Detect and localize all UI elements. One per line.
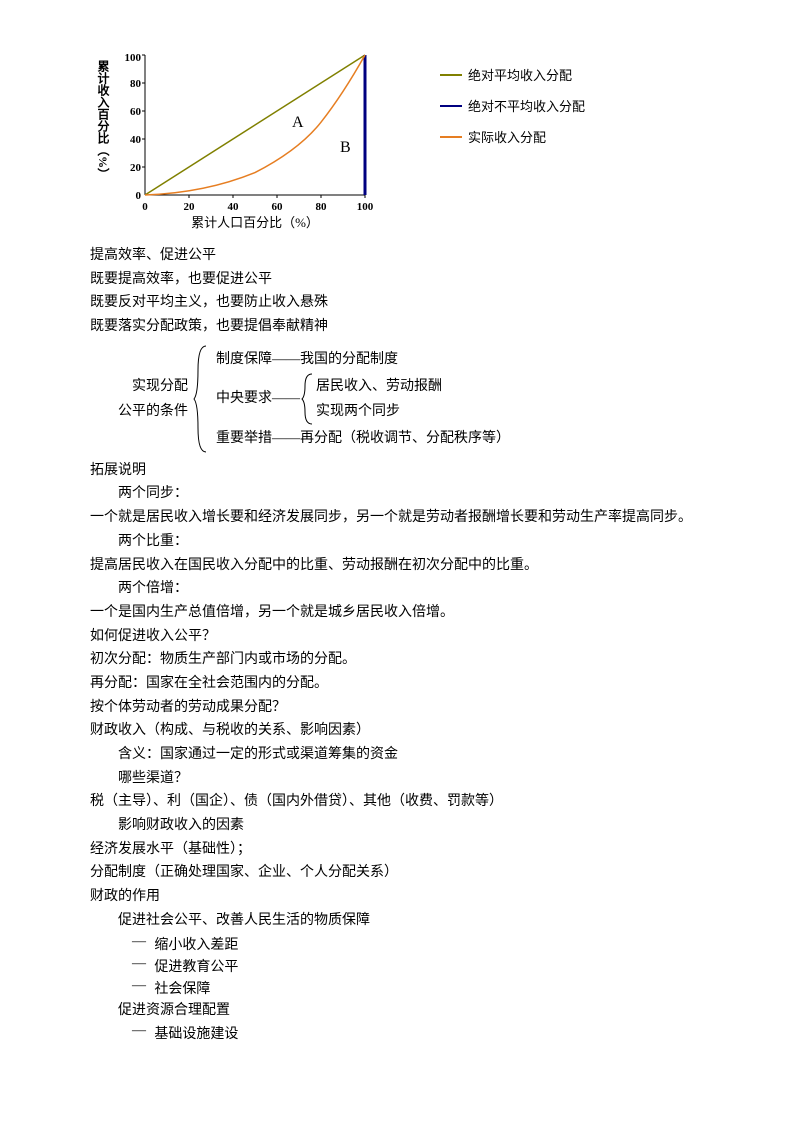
line: 分配制度（正确处理国家、企业、个人分配关系） <box>90 862 710 884</box>
body-text: 提高效率、促进公平 既要提高效率，也要促进公平 既要反对平均主义，也要防止收入悬… <box>90 245 710 1043</box>
series-equal <box>145 55 365 195</box>
line: 提高效率、促进公平 <box>90 245 710 267</box>
line: 两个同步： <box>90 483 710 505</box>
line: 一个是国内生产总值倍增，另一个就是城乡居民收入倍增。 <box>90 602 710 624</box>
line: 按个体劳动者的劳动成果分配？ <box>90 697 710 719</box>
line: 初次分配：物质生产部门内或市场的分配。 <box>90 649 710 671</box>
line: 促进社会公平、改善人民生活的物质保障 <box>90 910 710 932</box>
annotation-a: A <box>292 114 304 131</box>
svg-text:100: 100 <box>125 52 142 64</box>
svg-text:80: 80 <box>130 78 142 90</box>
bracket-row: 制度保障——我国的分配制度 <box>216 347 510 372</box>
dash-item: —缩小收入差距 <box>90 934 710 954</box>
bracket-row-inner: 中央要求—— 居民收入、劳动报酬 实现两个同步 <box>216 372 510 426</box>
svg-text:80: 80 <box>316 201 328 213</box>
document-page: 累计收入百分比︵%︶ 0 20 40 60 80 100 <box>0 0 800 1085</box>
svg-text:20: 20 <box>184 201 196 213</box>
brace-icon <box>192 344 212 454</box>
brace-small-icon <box>300 372 316 426</box>
dash-item: —基础设施建设 <box>90 1023 710 1043</box>
legend-item-equal: 绝对平均收入分配 <box>440 65 585 84</box>
bracket-diagram: 实现分配 公平的条件 制度保障——我国的分配制度 中央要求—— 居民收入、劳动报… <box>118 344 710 454</box>
line: 影响财政收入的因素 <box>90 815 710 837</box>
line: 既要提高效率，也要促进公平 <box>90 269 710 291</box>
legend-item-actual: 实际收入分配 <box>440 127 585 146</box>
svg-text:0: 0 <box>142 201 148 213</box>
line: 税（主导）、利（国企）、债（国内外借贷）、其他（收费、罚款等） <box>90 791 710 813</box>
line: 哪些渠道？ <box>90 768 710 790</box>
svg-text:100: 100 <box>357 201 374 213</box>
line: 一个就是居民收入增长要和经济发展同步，另一个就是劳动者报酬增长要和劳动生产率提高… <box>90 507 710 529</box>
dash-item: —促进教育公平 <box>90 956 710 976</box>
lorenz-chart: 累计收入百分比︵%︶ 0 20 40 60 80 100 <box>90 40 400 235</box>
line: 经济发展水平（基础性）； <box>90 839 710 861</box>
annotation-b: B <box>340 139 351 156</box>
dash-item: —社会保障 <box>90 978 710 998</box>
svg-text:60: 60 <box>130 106 142 118</box>
svg-text:0: 0 <box>136 190 142 202</box>
line: 拓展说明 <box>90 460 710 482</box>
line: 财政收入（构成、与税收的关系、影响因素） <box>90 720 710 742</box>
bracket-row: 重要举措——再分配（税收调节、分配秩序等） <box>216 426 510 451</box>
bracket-right-content: 制度保障——我国的分配制度 中央要求—— 居民收入、劳动报酬 实现两个同步 重要… <box>216 347 510 451</box>
line: 促进资源合理配置 <box>90 1000 710 1022</box>
legend-label: 绝对平均收入分配 <box>468 65 572 84</box>
y-axis-label: 累计收入百分比︵%︶ <box>96 60 110 180</box>
line: 如何促进收入公平？ <box>90 626 710 648</box>
line: 提高居民收入在国民收入分配中的比重、劳动报酬在初次分配中的比重。 <box>90 555 710 577</box>
line: 两个倍增： <box>90 578 710 600</box>
legend-label: 实际收入分配 <box>468 127 546 146</box>
svg-text:40: 40 <box>228 201 240 213</box>
svg-text:20: 20 <box>130 162 142 174</box>
line: 含义：国家通过一定的形式或渠道筹集的资金 <box>90 744 710 766</box>
svg-text:60: 60 <box>272 201 284 213</box>
line: 既要反对平均主义，也要防止收入悬殊 <box>90 292 710 314</box>
svg-text:40: 40 <box>130 134 142 146</box>
bracket-left-label: 实现分配 公平的条件 <box>118 374 188 424</box>
line: 两个比重： <box>90 531 710 553</box>
lorenz-chart-row: 累计收入百分比︵%︶ 0 20 40 60 80 100 <box>90 40 710 235</box>
line: 既要落实分配政策，也要提倡奉献精神 <box>90 316 710 338</box>
line: 财政的作用 <box>90 886 710 908</box>
legend-item-unequal: 绝对不平均收入分配 <box>440 96 585 115</box>
legend-label: 绝对不平均收入分配 <box>468 96 585 115</box>
chart-legend: 绝对平均收入分配 绝对不平均收入分配 实际收入分配 <box>440 65 585 158</box>
line: 再分配：国家在全社会范围内的分配。 <box>90 673 710 695</box>
x-axis-label: 累计人口百分比（%） <box>191 215 319 230</box>
